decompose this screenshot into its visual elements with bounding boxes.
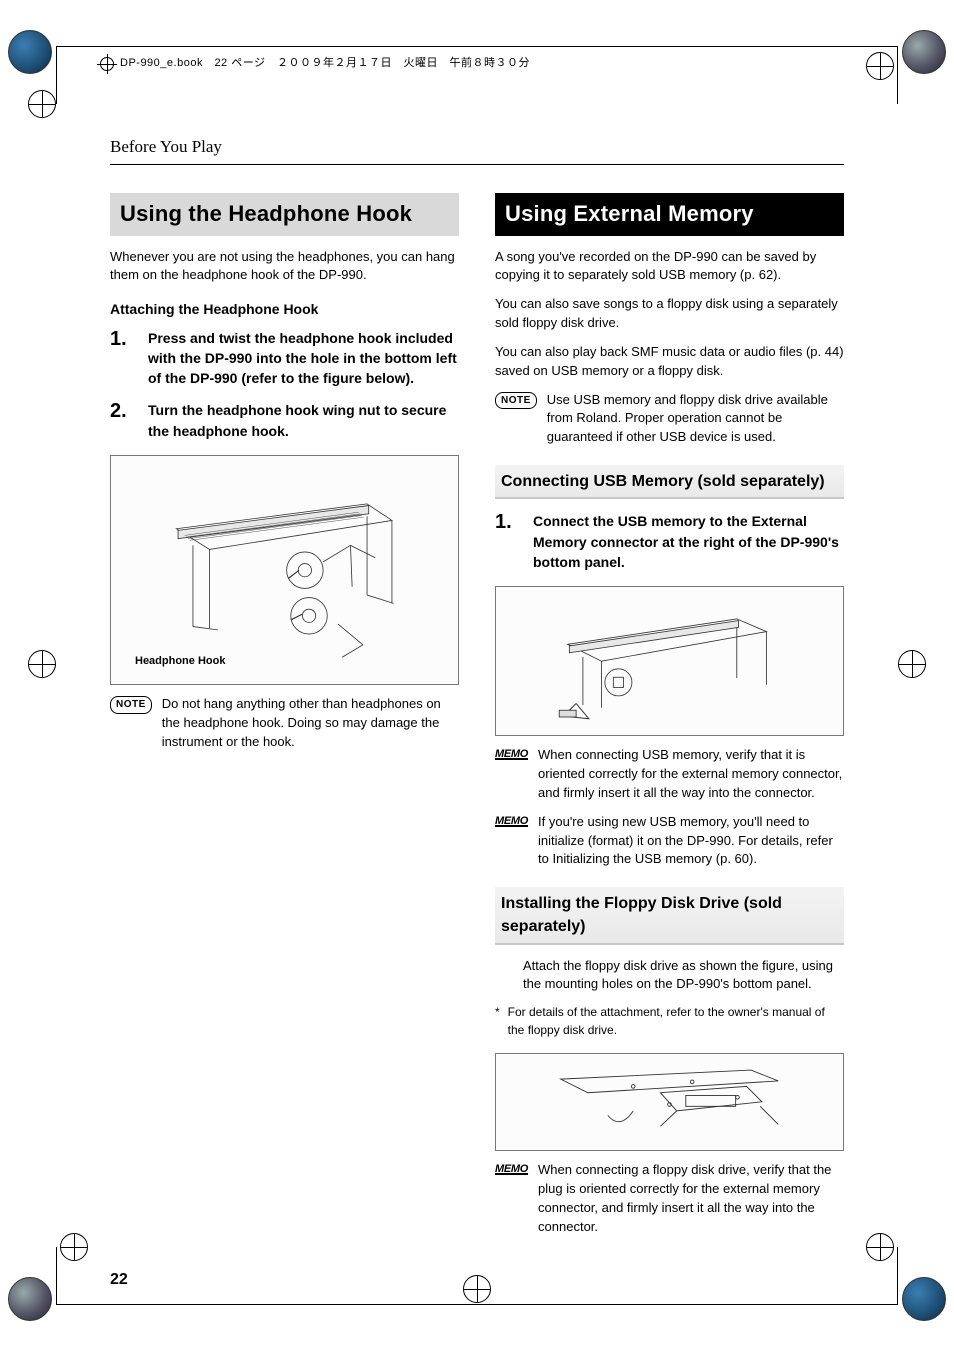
note-badge: NOTE [110, 696, 152, 714]
memo-usb-2: MEMO If you're using new USB memory, you… [495, 813, 844, 870]
corner-disc-bl [8, 1277, 52, 1321]
fdd-illustration [522, 1061, 817, 1143]
header-strip: DP-990_e.book 22 ページ ２００９年２月１７日 火曜日 午前８時… [100, 56, 530, 72]
chapter-rule [110, 164, 844, 165]
crop-tick [897, 46, 898, 104]
memo-badge: MEMO [495, 746, 528, 763]
right-column: Using External Memory A song you've reco… [495, 193, 844, 1247]
piano-usb-illustration [513, 602, 825, 720]
reg-mark-mid-right [898, 650, 926, 678]
hp-step-1: 1. Press and twist the headphone hook in… [110, 328, 459, 389]
usb-step-1: 1. Connect the USB memory to the Externa… [495, 511, 844, 572]
chapter-title: Before You Play [110, 135, 844, 160]
h2-headphone-hook: Using the Headphone Hook [110, 193, 459, 236]
ext-note-usb: NOTE Use USB memory and floppy disk driv… [495, 391, 844, 448]
h3-install-fdd: Installing the Floppy Disk Drive (sold s… [495, 887, 844, 944]
h2-external-memory: Using External Memory [495, 193, 844, 236]
hp-intro: Whenever you are not using the headphone… [110, 248, 459, 286]
step-number: 1. [495, 511, 523, 572]
corner-disc-br [902, 1277, 946, 1321]
h3-connect-usb: Connecting USB Memory (sold separately) [495, 465, 844, 499]
columns: Using the Headphone Hook Whenever you ar… [110, 193, 844, 1247]
fdd-body: Attach the floppy disk drive as shown th… [523, 957, 844, 995]
figure-fdd-install [495, 1053, 844, 1151]
memo-badge: MEMO [495, 813, 528, 830]
step-number: 1. [110, 328, 138, 389]
header-strip-text: DP-990_e.book 22 ページ ２００９年２月１７日 火曜日 午前８時… [120, 56, 530, 72]
figure-headphone-hook: Headphone Hook [110, 455, 459, 685]
memo-usb-1: MEMO When connecting USB memory, verify … [495, 746, 844, 803]
note-text: Use USB memory and floppy disk drive ava… [547, 391, 844, 448]
page-number: 22 [110, 1268, 128, 1291]
memo-text: If you're using new USB memory, you'll n… [538, 813, 844, 870]
step-text: Press and twist the headphone hook inclu… [148, 328, 459, 389]
reg-mark-mid-left [28, 650, 56, 678]
ext-intro-3: You can also play back SMF music data or… [495, 343, 844, 381]
note-text: Do not hang anything other than headphon… [162, 695, 459, 752]
step-text: Connect the USB memory to the External M… [533, 511, 844, 572]
reg-mark-top-left [28, 90, 56, 118]
hp-subhead: Attaching the Headphone Hook [110, 299, 459, 319]
memo-text: When connecting USB memory, verify that … [538, 746, 844, 803]
h2-external-memory-text: Using External Memory [505, 201, 754, 226]
corner-disc-tr [902, 30, 946, 74]
crop-tick [56, 46, 57, 104]
ext-intro-2: You can also save songs to a floppy disk… [495, 295, 844, 333]
crop-tick [897, 1247, 898, 1305]
figure-callout: Headphone Hook [135, 654, 225, 670]
step-text: Turn the headphone hook wing nut to secu… [148, 400, 459, 441]
fdd-footnote: * For details of the attachment, refer t… [495, 1004, 844, 1039]
corner-disc-tl [8, 30, 52, 74]
piano-illustration [128, 479, 440, 661]
memo-badge: MEMO [495, 1161, 528, 1178]
step-number: 2. [110, 400, 138, 441]
hp-step-2: 2. Turn the headphone hook wing nut to s… [110, 400, 459, 441]
hp-note: NOTE Do not hang anything other than hea… [110, 695, 459, 752]
footnote-mark: * [495, 1004, 500, 1039]
ext-intro-1: A song you've recorded on the DP-990 can… [495, 248, 844, 286]
figure-usb-connect [495, 586, 844, 736]
crop-tick [56, 1247, 57, 1305]
memo-text: When connecting a floppy disk drive, ver… [538, 1161, 844, 1236]
memo-fdd: MEMO When connecting a floppy disk drive… [495, 1161, 844, 1236]
footnote-text: For details of the attachment, refer to … [508, 1004, 844, 1039]
header-target-icon [100, 57, 114, 71]
left-column: Using the Headphone Hook Whenever you ar… [110, 193, 459, 1247]
h2-headphone-hook-text: Using the Headphone Hook [120, 201, 412, 226]
page-area: Before You Play Using the Headphone Hook… [110, 135, 844, 1251]
note-badge: NOTE [495, 392, 537, 410]
